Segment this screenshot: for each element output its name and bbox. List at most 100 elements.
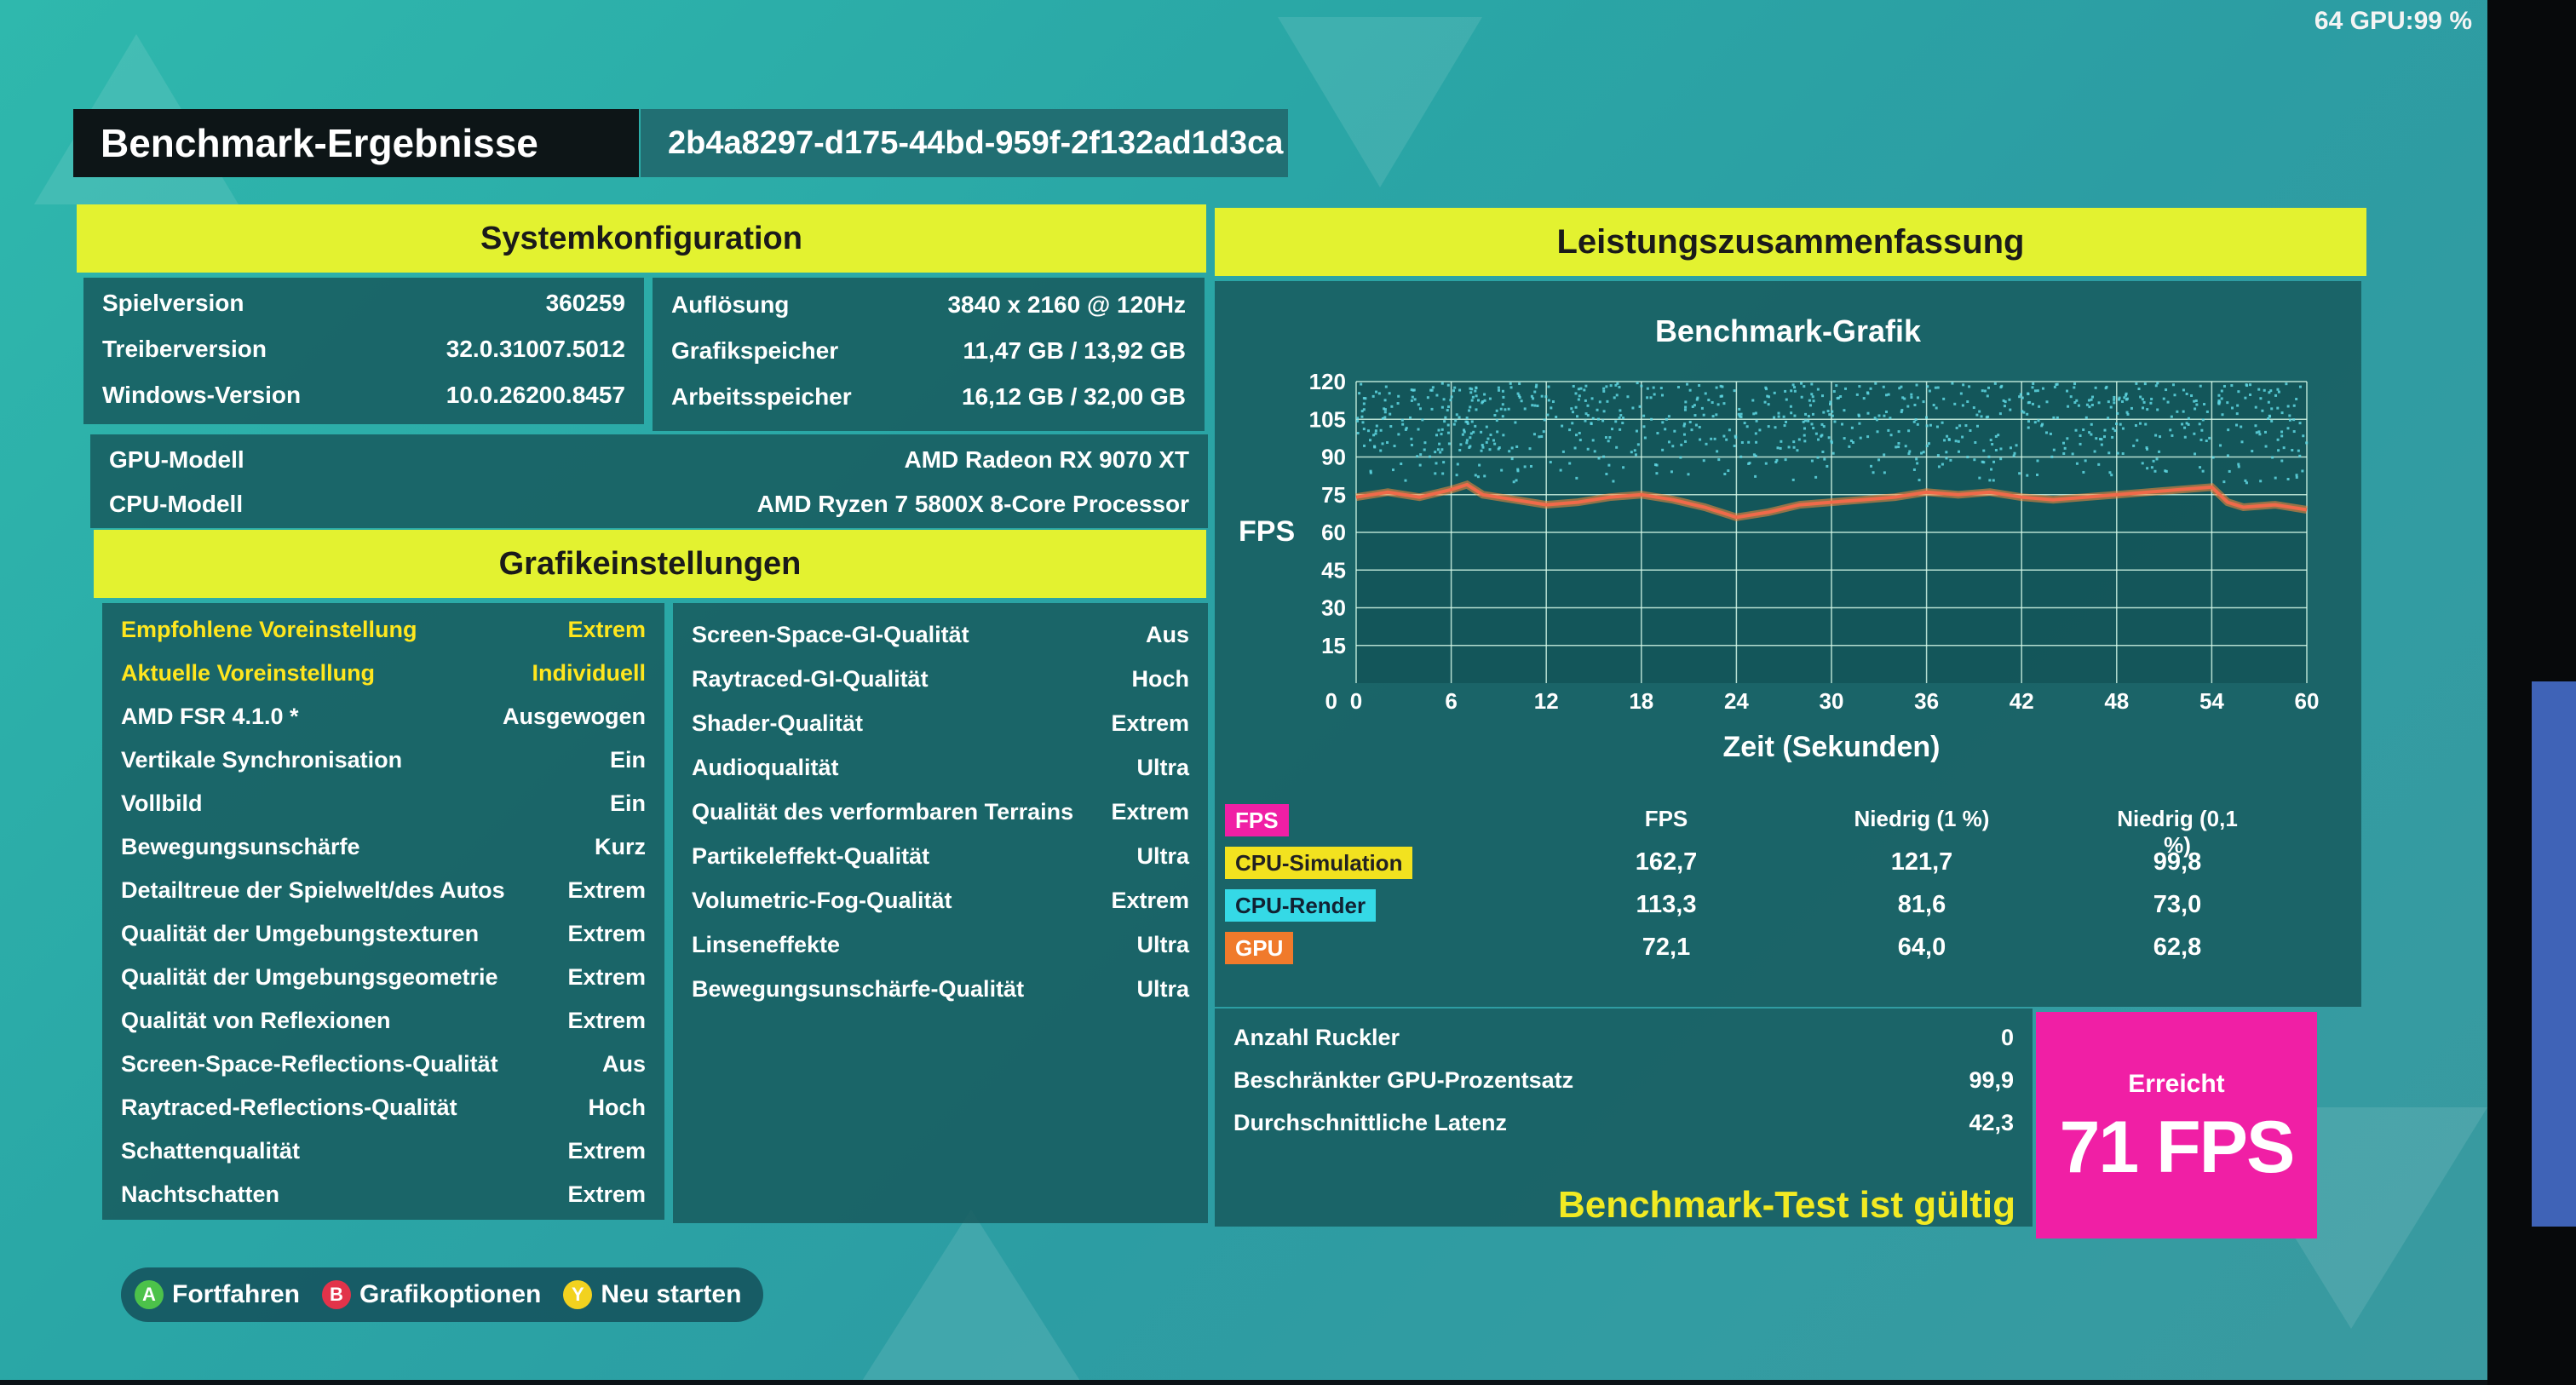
scatter-point: [1752, 453, 1756, 457]
scatter-point: [2199, 438, 2203, 441]
scatter-point: [1440, 433, 1443, 436]
scatter-point: [1907, 429, 1911, 433]
scatter-point: [2182, 388, 2185, 392]
scatter-point: [1900, 411, 1903, 414]
scatter-point: [2126, 412, 2130, 416]
scatter-point: [1495, 409, 1498, 412]
scatter-point: [1999, 447, 2003, 451]
scatter-point: [1500, 468, 1504, 472]
scatter-point: [2277, 390, 2280, 394]
scatter-point: [2019, 393, 2022, 396]
scatter-point: [1841, 422, 1844, 426]
scatter-point: [1682, 433, 1686, 436]
scatter-point: [1374, 432, 1377, 435]
scatter-point: [1925, 445, 1929, 448]
scatter-point: [2117, 398, 2120, 401]
scatter-point: [1843, 437, 1846, 440]
scatter-point: [2156, 408, 2159, 411]
scatter-point: [1474, 389, 1477, 393]
scatter-point: [1477, 399, 1481, 402]
scatter-point: [1830, 440, 1833, 443]
button-label: Fortfahren: [172, 1280, 300, 1308]
scatter-point: [1981, 460, 1984, 463]
scatter-point: [1719, 394, 1722, 398]
scatter-point: [1362, 402, 1366, 405]
scatter-point: [1789, 405, 1792, 408]
scatter-point: [2111, 435, 2114, 439]
scatter-point: [1546, 413, 1550, 417]
scatter-point: [1822, 425, 1826, 428]
scatter-point: [1784, 389, 1787, 393]
graphics-right-row: Qualität des verformbaren Terrains Extrem: [673, 792, 1208, 831]
scatter-point: [1483, 474, 1486, 478]
scatter-point: [1961, 404, 1964, 407]
scatter-point: [2183, 426, 2187, 429]
scatter-point: [1808, 399, 1811, 402]
scatter-point: [1397, 433, 1400, 436]
scatter-point: [2107, 400, 2110, 404]
graphics-panel-left: Empfohlene Voreinstellung Extrem Aktuelle …: [102, 603, 664, 1220]
scatter-point: [1695, 398, 1699, 401]
scatter-point: [2137, 388, 2141, 391]
graphics-right-row: Linseneffekte Ultra: [673, 925, 1208, 964]
scatter-point: [1763, 400, 1767, 404]
scatter-point: [2244, 479, 2247, 482]
scatter-point: [1682, 424, 1686, 428]
scatter-point: [2097, 463, 2101, 466]
scatter-point: [1429, 388, 1433, 392]
table-header-row: FPS FPS Niedrig (1 %) Niedrig (0,1 %): [1215, 801, 2361, 858]
scatter-point: [2084, 416, 2088, 419]
scatter-point: [2267, 417, 2270, 421]
scatter-point: [1844, 387, 1848, 390]
gpu-model-label: GPU-Modell: [109, 446, 244, 473]
scatter-point: [1688, 421, 1692, 424]
scatter-point: [2298, 454, 2302, 457]
scatter-point: [1823, 457, 1826, 461]
scatter-point: [1535, 383, 1538, 387]
button-neu-starten[interactable]: Y Neu starten: [563, 1280, 741, 1309]
table-cell: 64,0: [1897, 934, 1946, 961]
scatter-point: [1785, 420, 1788, 423]
scatter-point: [1978, 476, 1981, 480]
scatter-point: [2201, 469, 2205, 473]
scatter-point: [2251, 450, 2254, 453]
scatter-point: [1901, 396, 1905, 399]
scatter-point: [2298, 422, 2302, 425]
scatter-point: [1707, 399, 1711, 402]
scatter-point: [1792, 440, 1796, 444]
scatter-point: [1456, 463, 1459, 466]
scatter-point: [1466, 422, 1469, 425]
scatter-point: [1790, 389, 1793, 393]
scatter-point: [2125, 392, 2128, 395]
scatter-point: [1755, 440, 1758, 444]
scatter-point: [1872, 471, 1875, 474]
scatter-point: [1803, 427, 1806, 430]
scatter-point: [1875, 418, 1878, 422]
scatter-point: [1942, 397, 1946, 400]
scatter-point: [1533, 390, 1537, 394]
scatter-point: [1636, 382, 1639, 385]
scatter-point: [2069, 395, 2073, 399]
scatter-point: [2205, 440, 2208, 443]
scatter-point: [1745, 425, 1749, 428]
scatter-point: [2268, 415, 2272, 418]
scatter-point: [2245, 481, 2248, 485]
scatter-point: [1790, 411, 1793, 415]
y-tick-label: 45: [1321, 557, 1346, 583]
scatter-point: [2153, 469, 2157, 473]
scatter-point: [1496, 430, 1499, 434]
scatter-point: [1369, 469, 1372, 473]
scatter-point: [1413, 398, 1417, 401]
scatter-point: [1653, 463, 1657, 467]
scatter-point: [1474, 424, 1477, 428]
button-grafikoptionen[interactable]: B Grafikoptionen: [322, 1280, 541, 1309]
table-cell: 113,3: [1636, 891, 1697, 918]
scatter-point: [2276, 406, 2280, 410]
scatter-point: [1814, 432, 1818, 435]
button-fortfahren[interactable]: A Fortfahren: [135, 1280, 300, 1309]
scatter-point: [1866, 435, 1870, 439]
scatter-point: [1418, 407, 1422, 411]
scatter-point: [1684, 400, 1688, 404]
scatter-point: [1738, 407, 1741, 411]
scatter-point: [1810, 393, 1814, 396]
